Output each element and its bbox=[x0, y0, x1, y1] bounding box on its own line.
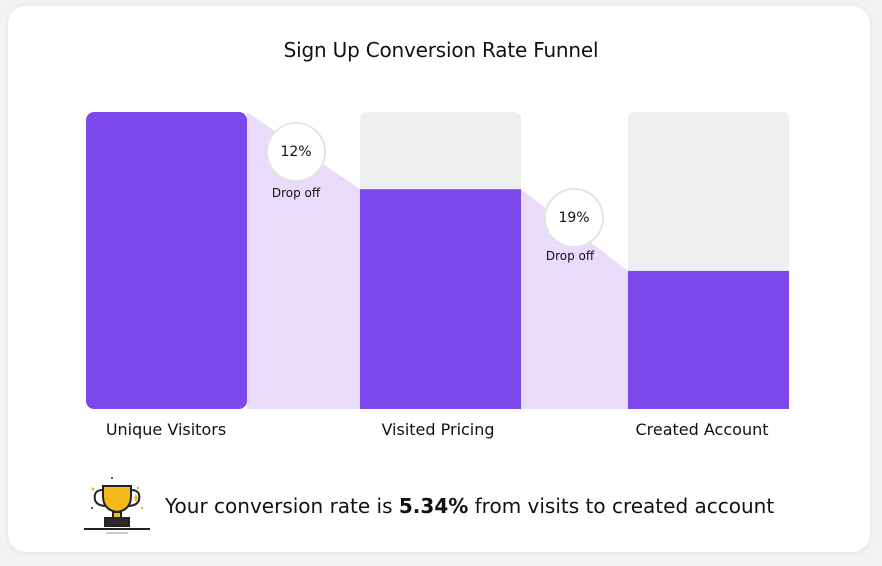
drop-off-label-2: Drop off bbox=[545, 249, 595, 263]
drop-off-value-1: 12% bbox=[280, 144, 312, 160]
drop-off-label-1: Drop off bbox=[271, 186, 321, 200]
stage-label-created-account: Created Account bbox=[635, 420, 769, 439]
trophy-icon bbox=[80, 474, 154, 536]
funnel-bar-2 bbox=[360, 189, 521, 409]
conversion-summary: Your conversion rate is 5.34% from visit… bbox=[165, 494, 774, 518]
drop-off-badge-1: 12% bbox=[266, 122, 326, 182]
chart-title: Sign Up Conversion Rate Funnel bbox=[283, 38, 599, 62]
stage-label-visited-pricing: Visited Pricing bbox=[381, 420, 495, 439]
funnel-connector-1 bbox=[247, 112, 360, 409]
funnel-connector-2 bbox=[521, 189, 628, 409]
stage-label-unique-visitors: Unique Visitors bbox=[105, 420, 227, 439]
funnel-bar-1 bbox=[86, 112, 247, 409]
conversion-rate-value: 5.34% bbox=[398, 494, 469, 518]
conversion-summary-suffix: from visits to created account bbox=[468, 494, 775, 518]
funnel-bar-3 bbox=[628, 270, 789, 409]
conversion-summary-prefix: Your conversion rate is bbox=[165, 494, 399, 518]
drop-off-value-2: 19% bbox=[558, 210, 590, 226]
drop-off-badge-2: 19% bbox=[544, 188, 604, 248]
